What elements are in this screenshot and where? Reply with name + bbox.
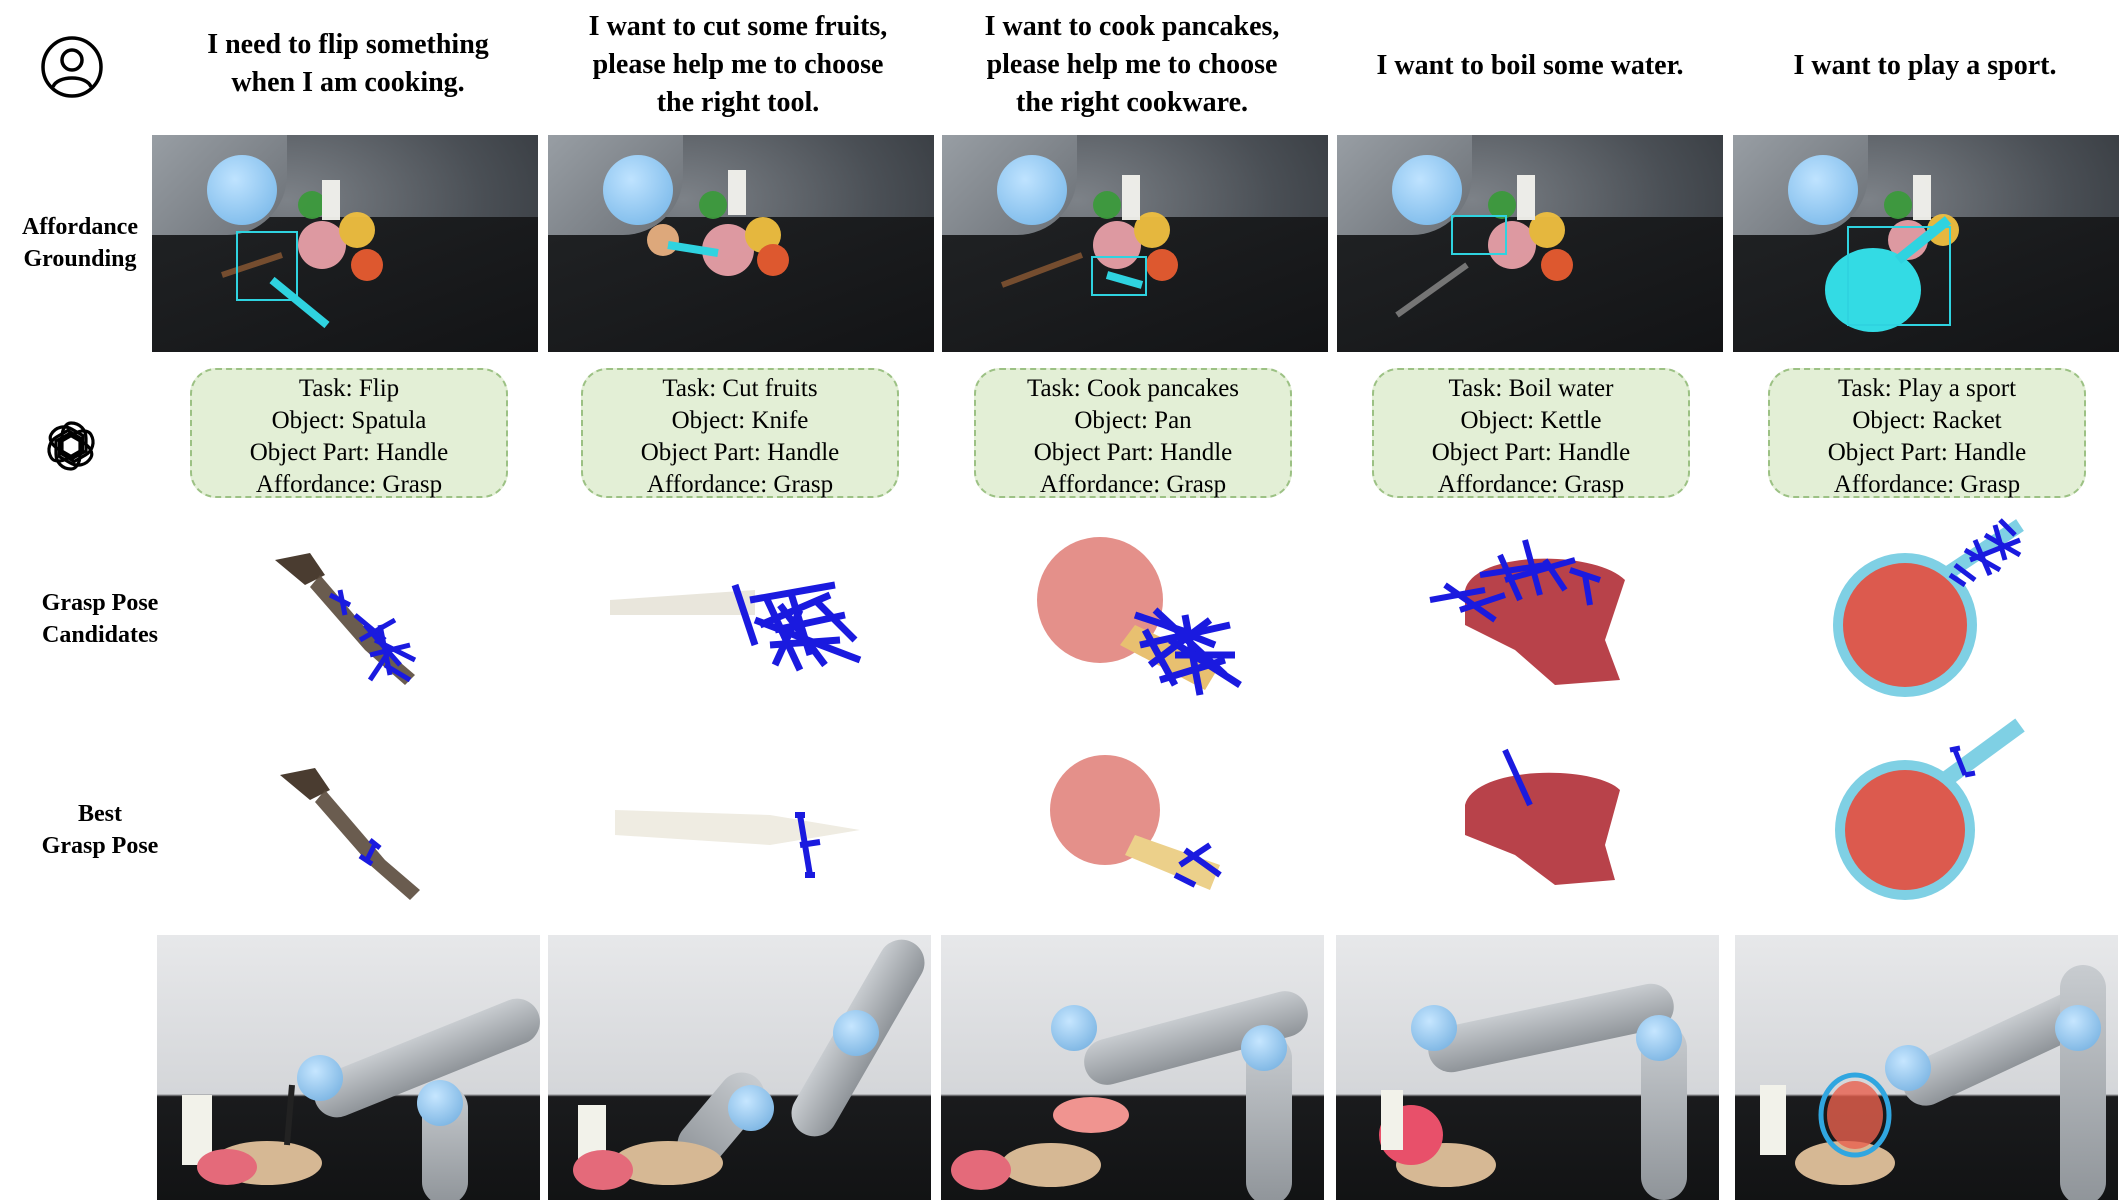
affordance-text: Affordance: Grasp — [1039, 471, 1227, 498]
affordance-text: Affordance: Grasp — [255, 471, 443, 498]
scene-image-boil — [1337, 135, 1723, 352]
robot-photo-sport — [1735, 935, 2118, 1200]
object-text: Object: Racket — [1852, 407, 2002, 434]
task-text: Task: Cook pancakes — [1026, 375, 1240, 402]
pointcloud-best-pan — [1050, 755, 1222, 890]
pointcloud-candidates-spatula — [275, 553, 417, 685]
gpt-output-cut: Task: Cut fruits Object: Knife Object Pa… — [581, 368, 899, 498]
object-part-text: Object Part: Handle — [640, 439, 840, 466]
request-title-flip: I need to flip something when I am cooki… — [207, 29, 489, 98]
request-title-sport: I want to play a sport. — [1793, 50, 2057, 81]
pointcloud-best-knife — [615, 810, 860, 878]
row-label-grasp-candidates: Grasp Pose Candidates — [41, 590, 159, 648]
pointcloud-candidates-kettle — [1429, 539, 1625, 685]
affordance-text: Affordance: Grasp — [1833, 471, 2021, 498]
request-title-cut: I want to cut some fruits, please help m… — [588, 11, 888, 118]
scene-image-cut — [548, 135, 934, 352]
robot-photo-cut — [548, 935, 931, 1200]
row-label-affordance-grounding: Affordance Grounding — [22, 214, 138, 272]
pointcloud-candidates-knife — [610, 581, 862, 672]
object-text: Object: Spatula — [271, 407, 427, 434]
grasp-candidate-cluster — [1429, 539, 1601, 623]
task-text: Task: Play a sport — [1837, 375, 2017, 402]
grasp-candidate-cluster — [1948, 518, 2022, 588]
pointcloud-best-kettle — [1465, 748, 1620, 885]
gpt-output-pancakes: Task: Cook pancakes Object: Pan Object P… — [974, 368, 1292, 498]
pointcloud-candidates-pan — [1037, 537, 1242, 696]
openai-logo-icon — [47, 421, 95, 471]
gpt-output-boil: Task: Boil water Object: Kettle Object P… — [1372, 368, 1690, 498]
robot-photo-pancakes — [941, 935, 1324, 1200]
best-grasp-pose — [1173, 842, 1222, 888]
object-text: Object: Kettle — [1460, 407, 1602, 434]
pointcloud-best-racket — [1835, 718, 2025, 900]
grasp-candidate-cluster — [328, 589, 417, 683]
affordance-text: Affordance: Grasp — [1437, 471, 1625, 498]
task-text: Task: Flip — [298, 375, 400, 402]
gpt-output-flip: Task: Flip Object: Spatula Object Part: … — [190, 368, 508, 498]
best-grasp-pose — [795, 812, 821, 878]
object-part-text: Object Part: Handle — [1431, 439, 1631, 466]
best-grasp-pose — [358, 838, 382, 867]
scene-image-sport — [1733, 135, 2119, 352]
object-part-text: Object Part: Handle — [249, 439, 449, 466]
object-part-text: Object Part: Handle — [1033, 439, 1233, 466]
affordance-text: Affordance: Grasp — [646, 471, 834, 498]
pointcloud-candidates-racket — [1833, 518, 2024, 697]
grasp-candidate-cluster — [731, 581, 862, 672]
user-icon — [41, 36, 103, 98]
object-part-text: Object Part: Handle — [1827, 439, 2027, 466]
row-label-best-grasp: Best Grasp Pose — [41, 801, 159, 859]
gpt-output-sport: Task: Play a sport Object: Racket Object… — [1768, 368, 2086, 498]
grasp-candidate-cluster — [1133, 607, 1242, 696]
robot-photo-boil — [1336, 935, 1719, 1200]
pointcloud-best-spatula — [280, 768, 420, 900]
object-text: Object: Pan — [1074, 407, 1192, 434]
best-grasp-pose — [1502, 748, 1533, 807]
object-text: Object: Knife — [671, 407, 809, 434]
task-text: Task: Boil water — [1448, 375, 1614, 402]
scene-image-pancakes — [942, 135, 1328, 352]
best-grasp-pose — [1949, 745, 1976, 778]
scene-image-flip — [152, 135, 538, 352]
request-title-boil: I want to boil some water. — [1376, 50, 1684, 81]
request-title-pancakes: I want to cook pancakes, please help me … — [984, 11, 1280, 118]
task-text: Task: Cut fruits — [662, 375, 818, 402]
robot-photo-flip — [157, 935, 540, 1200]
